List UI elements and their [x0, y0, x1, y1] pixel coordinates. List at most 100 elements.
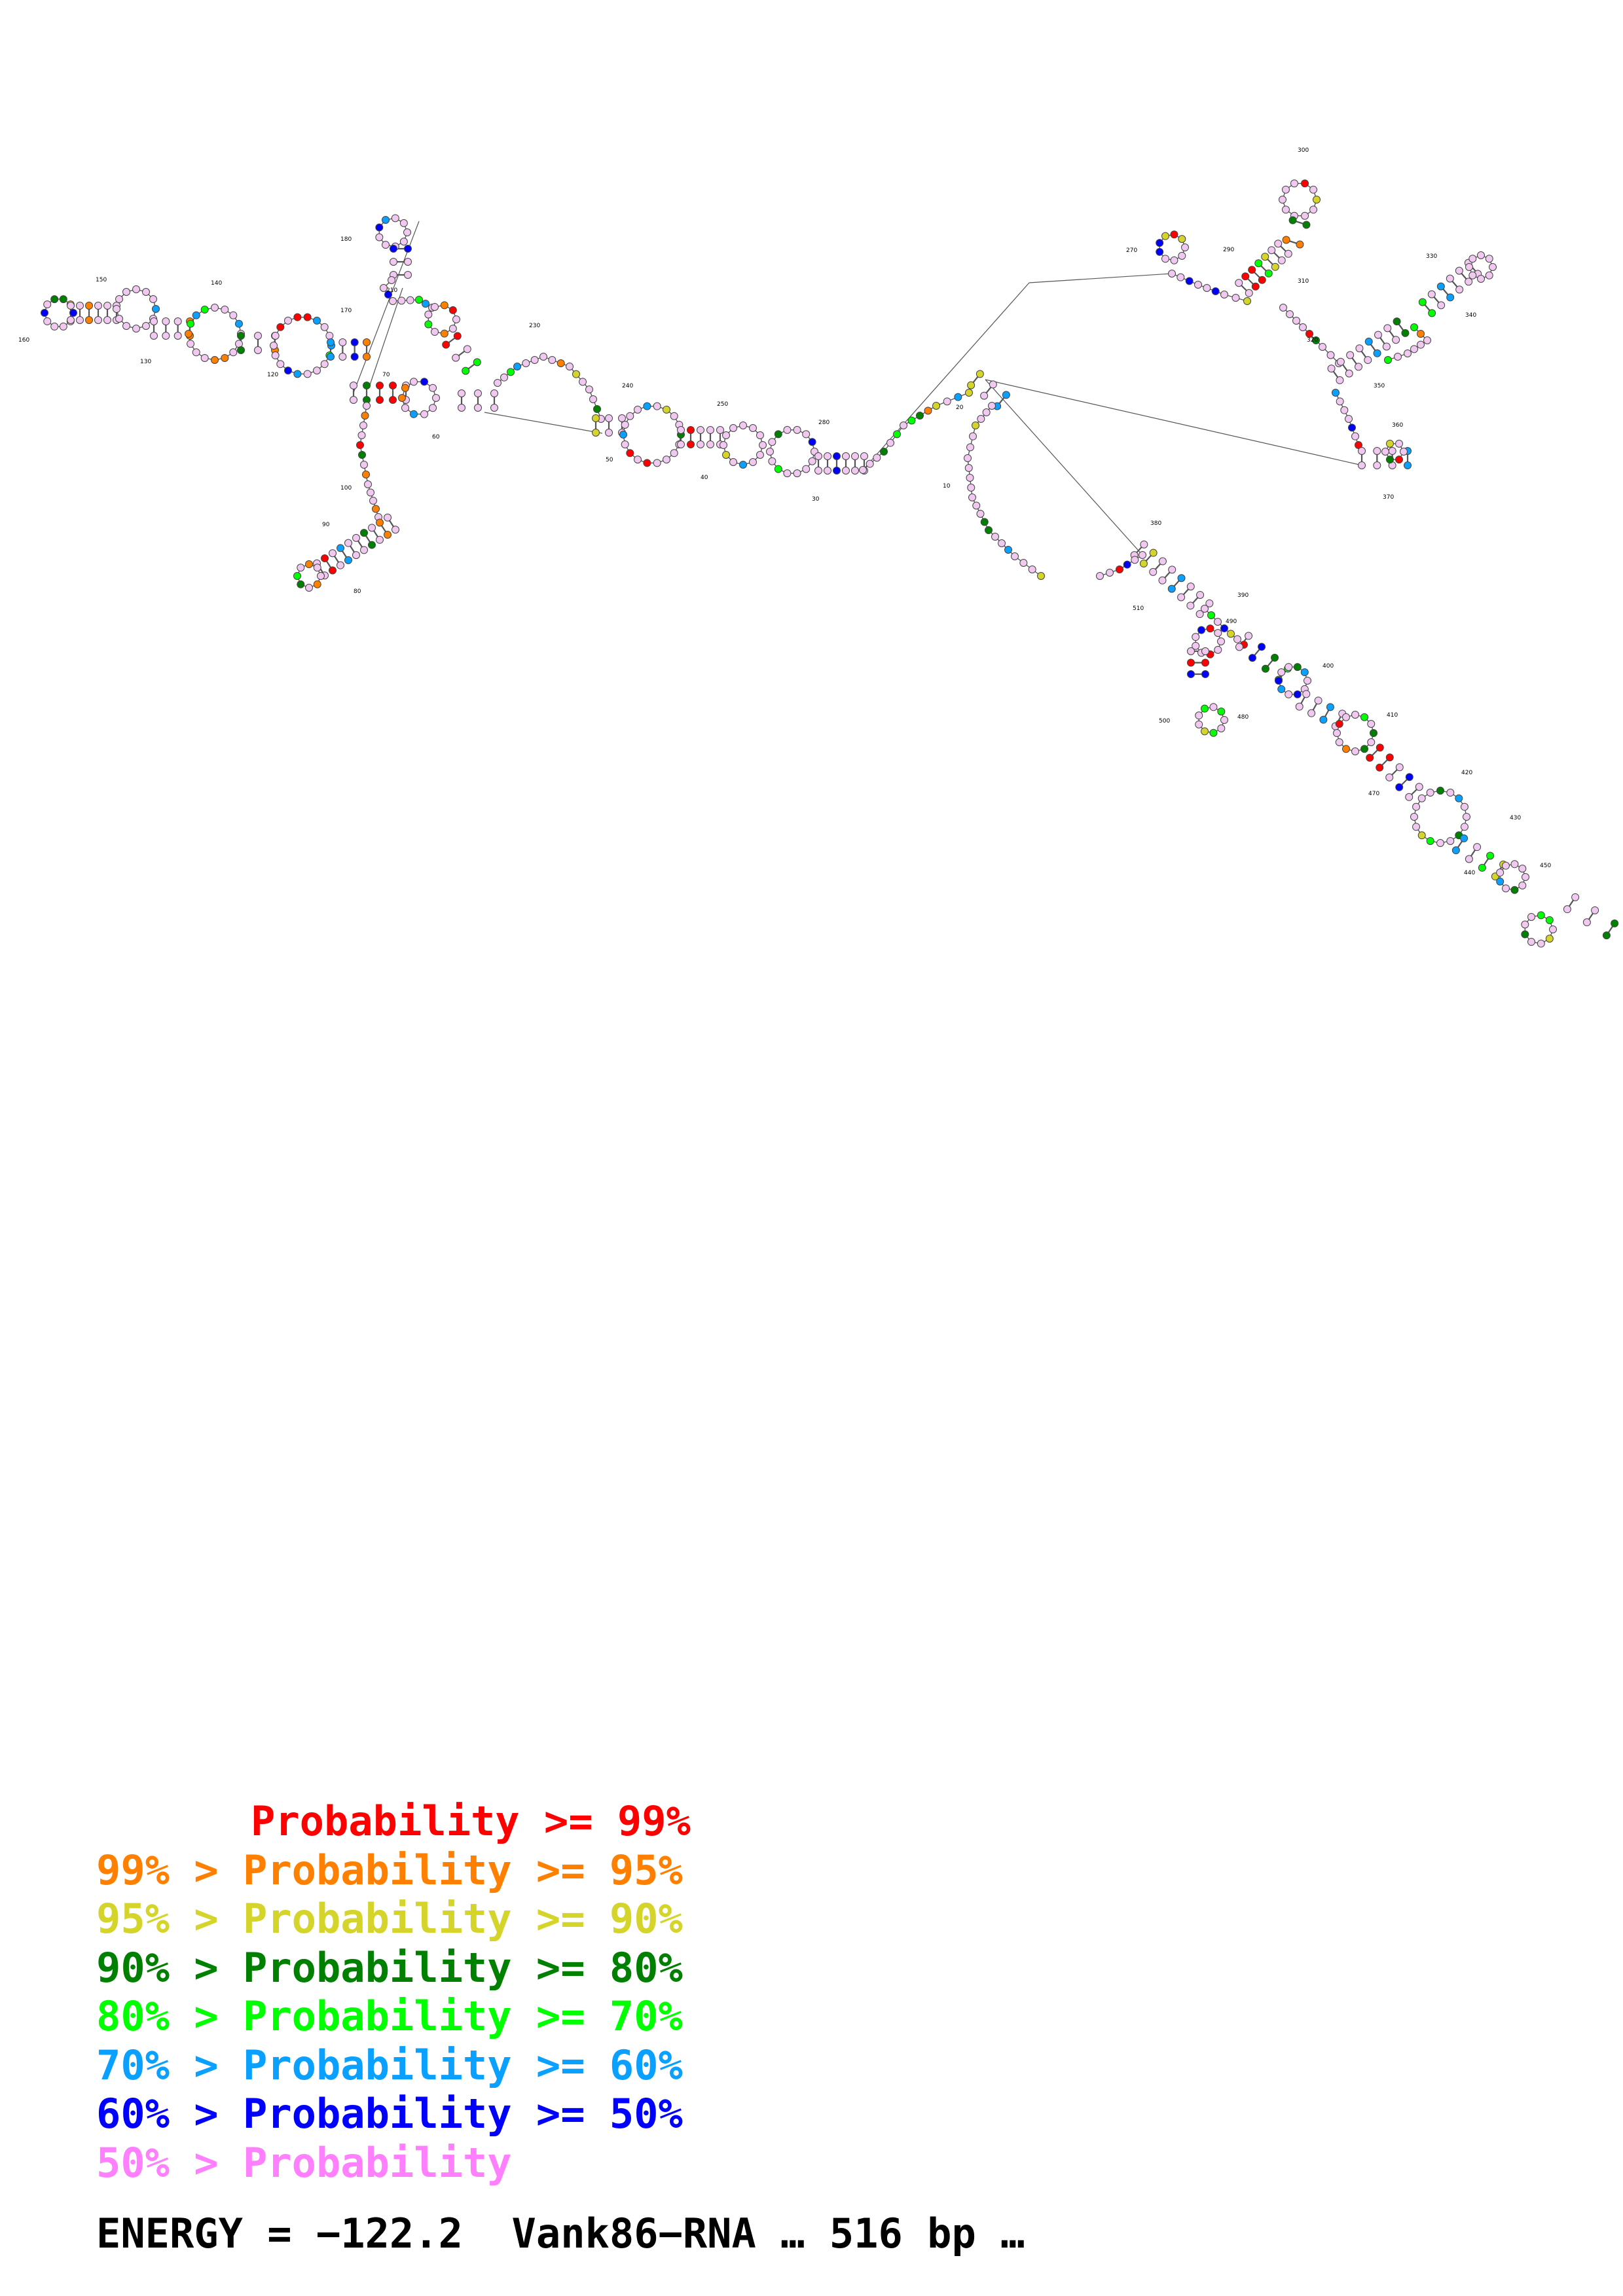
nucleotide	[297, 564, 305, 572]
nucleotide	[967, 484, 976, 492]
nucleotide	[404, 258, 412, 266]
nucleotide	[1209, 703, 1218, 711]
nucleotide	[697, 440, 704, 448]
nucleotide	[697, 426, 704, 434]
nucleotide	[774, 430, 782, 439]
position-label: 490	[1226, 619, 1237, 625]
position-label: 400	[1322, 663, 1334, 670]
nucleotide	[1220, 624, 1228, 632]
nucleotide	[1274, 240, 1283, 248]
nucleotide	[1186, 583, 1195, 591]
nucleotide	[1149, 548, 1158, 557]
nucleotide	[1177, 593, 1186, 601]
nucleotide	[431, 302, 439, 311]
nucleotide	[344, 556, 352, 564]
nucleotide	[458, 389, 465, 397]
nucleotide	[254, 332, 262, 340]
nucleotide	[1355, 441, 1362, 449]
nucleotide	[1446, 293, 1455, 302]
nucleotide	[494, 379, 501, 387]
nucleotide	[132, 325, 140, 332]
nucleotide	[1302, 221, 1311, 229]
nucleotide	[328, 566, 337, 575]
nucleotide	[1309, 206, 1318, 214]
nucleotide	[1201, 704, 1209, 713]
nucleotide	[619, 431, 627, 439]
nucleotide	[1123, 560, 1131, 569]
nucleotide	[1096, 572, 1104, 580]
nucleotide	[739, 461, 747, 469]
nucleotide	[1388, 447, 1396, 455]
nucleotide	[1527, 938, 1535, 946]
nucleotide	[1436, 839, 1444, 847]
nucleotide	[814, 452, 822, 460]
nucleotide	[1351, 432, 1359, 440]
nucleotide	[1473, 843, 1482, 852]
nucleotide	[1376, 744, 1384, 752]
position-label: 30	[812, 496, 820, 503]
nucleotide	[977, 415, 985, 423]
nucleotide	[824, 467, 831, 475]
nucleotide	[338, 353, 347, 361]
nucleotide	[1106, 569, 1114, 577]
nucleotide	[1591, 906, 1599, 914]
nucleotide	[122, 288, 130, 296]
nucleotide	[162, 332, 170, 340]
nucleotide	[69, 309, 77, 317]
nucleotide	[234, 319, 243, 328]
position-label: 120	[267, 372, 278, 378]
nucleotide	[375, 233, 384, 242]
nucleotide	[991, 533, 999, 541]
nucleotide	[1602, 931, 1611, 940]
nucleotide	[988, 402, 996, 410]
nucleotide	[968, 493, 976, 501]
position-label: 290	[1223, 247, 1234, 253]
nucleotide	[969, 432, 977, 440]
nucleotide	[1383, 324, 1392, 332]
nucleotide	[1358, 461, 1366, 469]
nucleotide	[67, 316, 75, 324]
nucleotide	[383, 531, 392, 539]
nucleotide	[1327, 365, 1336, 373]
nucleotide	[1214, 618, 1222, 626]
nucleotide	[1386, 439, 1394, 448]
nucleotide	[980, 518, 989, 526]
nucleotide	[1267, 246, 1276, 255]
nucleotide	[142, 288, 150, 296]
nucleotide	[1037, 572, 1045, 580]
nucleotide	[579, 378, 587, 386]
nucleotide	[453, 332, 462, 340]
position-label: 500	[1159, 718, 1170, 725]
nucleotide	[618, 414, 626, 422]
backbone-segment	[589, 389, 602, 420]
backbone-segment	[1204, 608, 1225, 629]
nucleotide	[687, 426, 695, 434]
nucleotide	[1201, 658, 1209, 667]
position-label: 360	[1392, 422, 1403, 429]
position-label: 160	[18, 337, 29, 344]
nucleotide	[1382, 342, 1391, 351]
nucleotide	[634, 456, 642, 464]
backbone-segment	[369, 287, 403, 386]
nucleotide	[363, 382, 371, 389]
nucleotide	[1417, 340, 1425, 349]
nucleotide	[1214, 645, 1222, 654]
nucleotide	[358, 451, 366, 459]
nucleotide	[670, 449, 678, 457]
nucleotide	[1286, 310, 1294, 318]
nucleotide	[1178, 251, 1186, 260]
nucleotide	[1333, 729, 1341, 737]
nucleotide	[893, 430, 901, 439]
nucleotide	[663, 405, 670, 414]
nucleotide	[276, 323, 285, 331]
nucleotide	[361, 412, 369, 420]
nucleotide	[1455, 285, 1464, 294]
nucleotide	[360, 461, 368, 469]
nucleotide	[422, 300, 429, 308]
nucleotide	[1185, 277, 1194, 285]
nucleotide	[1019, 559, 1028, 567]
position-label: 10	[943, 483, 951, 490]
nucleotide	[1455, 266, 1463, 275]
backbone-segment	[1119, 554, 1143, 570]
nucleotide	[1312, 336, 1320, 344]
